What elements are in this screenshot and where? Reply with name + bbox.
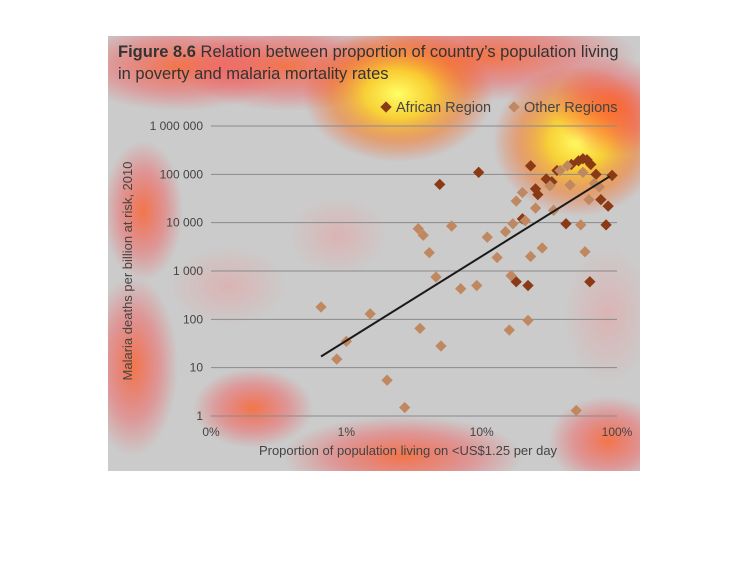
data-point-other-regions [412,223,424,235]
data-point-other-regions [399,401,411,414]
data-point-other-regions [529,202,542,214]
grid-lines [211,125,617,417]
y-tick-label: 1 000 [173,264,203,278]
data-point-other-regions [579,246,591,258]
data-point-other-regions [536,242,548,254]
data-point-other-regions [503,324,515,336]
y-tick-label: 1 [196,409,203,423]
scatter-chart: 1 10 100 1 000 10 000 100 000 1 000 000 0% 1% 10… [120,100,633,458]
data-point-other-regions [423,246,435,259]
data-point-other-regions [519,215,531,227]
data-point-other-regions [445,220,458,232]
data-points [315,153,618,417]
data-point-african-region [472,166,485,178]
data-point-other-regions [499,226,512,238]
data-point-other-regions [524,250,537,263]
x-tick-label: 0% [202,425,220,439]
y-tick-label: 100 000 [160,167,204,181]
data-point-other-regions [491,251,503,264]
data-point-other-regions [564,179,576,191]
data-point-african-region [434,178,446,191]
data-point-other-regions [417,229,429,241]
data-point-other-regions [583,193,595,206]
data-point-other-regions [455,283,467,295]
y-axis-ticks: 1 10 100 1 000 10 000 100 000 1 000 000 [150,119,204,423]
x-axis-ticks: 0% 1% 10% 100% [202,425,632,439]
y-tick-label: 1 000 000 [150,119,204,133]
figure-title-text: Relation between proportion of country’s… [118,43,619,83]
data-point-other-regions [471,279,483,292]
data-point-other-regions [414,322,426,335]
y-tick-label: 100 [183,312,203,326]
data-point-other-regions [507,218,519,230]
data-point-other-regions [522,314,534,327]
data-point-other-regions [481,231,493,243]
y-tick-label: 10 [190,361,204,375]
y-axis-label: Malaria deaths per billion at risk, 2010 [120,162,135,381]
data-point-other-regions [561,160,574,172]
legend-marker-african-region [380,101,392,113]
x-tick-label: 1% [338,425,356,439]
attention-heatmap-overlay [108,36,640,471]
data-point-other-regions [381,374,393,386]
x-axis-label: Proportion of population living on <US$1… [259,443,558,458]
data-point-other-regions [575,219,587,231]
data-point-other-regions [516,186,529,199]
data-point-african-region [584,276,596,288]
x-tick-label: 10% [470,425,494,439]
data-point-other-regions [544,180,556,192]
figure-title: Figure 8.6 Relation between proportion o… [118,41,633,85]
data-point-african-region [590,168,602,180]
data-point-other-regions [554,164,566,177]
data-point-other-regions [331,353,343,365]
y-tick-label: 10 000 [166,216,203,230]
data-point-other-regions [570,404,582,417]
figure-panel: Figure 8.6 Relation between proportion o… [108,36,640,471]
data-point-other-regions [430,271,442,283]
trendline [320,175,611,358]
data-point-other-regions [315,301,327,313]
x-tick-label: 100% [602,425,633,439]
data-point-african-region [529,183,542,195]
legend: African Region Other Regions [380,100,618,116]
figure-number: Figure 8.6 [118,43,196,61]
data-point-other-regions [435,340,447,352]
data-point-african-region [522,279,534,292]
legend-marker-other-regions [508,101,520,113]
data-point-african-region [524,160,537,172]
legend-label-other-regions: Other Regions [524,100,618,116]
data-point-african-region [600,219,612,231]
legend-label-african-region: African Region [396,100,491,116]
data-point-african-region [595,193,607,206]
data-point-african-region [602,200,614,212]
data-point-african-region [606,169,618,182]
data-point-african-region [560,218,572,230]
data-point-other-regions [510,195,522,207]
data-point-other-regions [505,270,517,282]
data-point-other-regions [364,308,376,320]
data-point-other-regions [577,166,589,178]
trendline-path [320,175,611,358]
